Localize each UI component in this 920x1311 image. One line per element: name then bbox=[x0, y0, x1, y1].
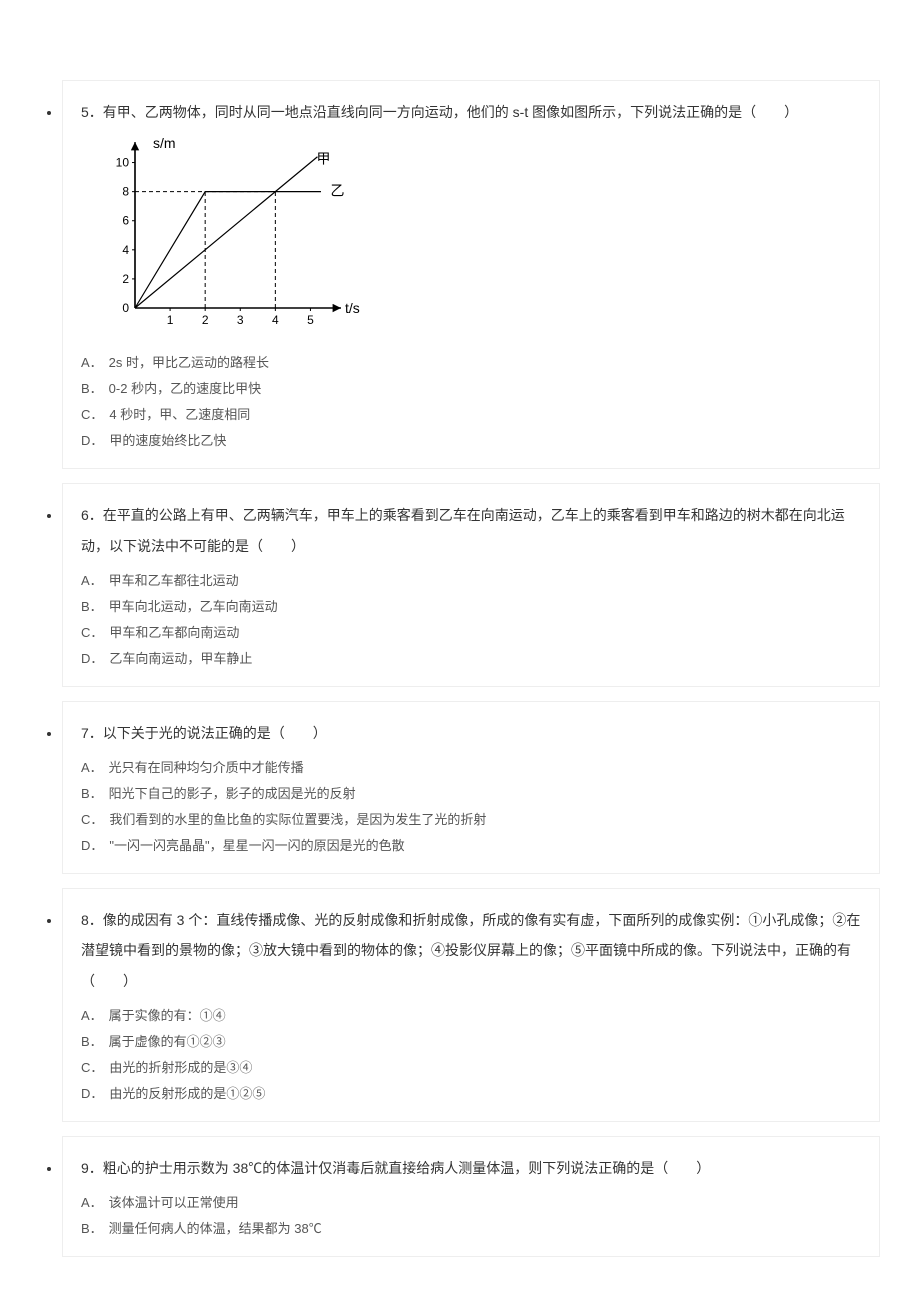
svg-text:t/s: t/s bbox=[345, 300, 360, 316]
option-text: 甲车向北运动，乙车向南运动 bbox=[109, 599, 278, 614]
question-item: 6．在平直的公路上有甲、乙两辆汽车，甲车上的乘客看到乙车在向南运动，乙车上的乘客… bbox=[62, 483, 880, 687]
option-text: 测量任何病人的体温，结果都为 38℃ bbox=[109, 1221, 322, 1236]
option-row: C． 我们看到的水里的鱼比鱼的实际位置要浅，是因为发生了光的折射 bbox=[81, 807, 861, 833]
option-text: 光只有在同种均匀介质中才能传播 bbox=[109, 760, 304, 775]
option-row: C． 4 秒时，甲、乙速度相同 bbox=[81, 402, 861, 428]
option-label: C． bbox=[81, 625, 103, 640]
svg-text:5: 5 bbox=[307, 313, 314, 327]
option-text: "一闪一闪亮晶晶"，星星一闪一闪的原因是光的色散 bbox=[109, 838, 404, 853]
question-stem: 7．以下关于光的说法正确的是（ ） bbox=[81, 718, 861, 749]
question-number: 6 bbox=[81, 507, 89, 523]
options-block: A． 光只有在同种均匀介质中才能传播 B． 阳光下自己的影子，影子的成因是光的反射 C．… bbox=[81, 755, 861, 859]
option-label: B． bbox=[81, 786, 103, 801]
option-label: B． bbox=[81, 381, 103, 396]
option-label: D． bbox=[81, 838, 103, 853]
option-row: C． 甲车和乙车都向南运动 bbox=[81, 620, 861, 646]
option-label: C． bbox=[81, 812, 103, 827]
options-block: A． 该体温计可以正常使用 B． 测量任何病人的体温，结果都为 38℃ bbox=[81, 1190, 861, 1242]
option-row: A． 属于实像的有：①④ bbox=[81, 1003, 861, 1029]
svg-text:乙: 乙 bbox=[330, 182, 344, 198]
question-number: 8 bbox=[81, 912, 89, 928]
option-text: 该体温计可以正常使用 bbox=[109, 1195, 239, 1210]
option-text: 我们看到的水里的鱼比鱼的实际位置要浅，是因为发生了光的折射 bbox=[109, 812, 486, 827]
question-stem: 8．像的成因有 3 个：直线传播成像、光的反射成像和折射成像，所成的像有实有虚，… bbox=[81, 905, 861, 997]
question-number: 7 bbox=[81, 725, 89, 741]
option-text: 0-2 秒内，乙的速度比甲快 bbox=[109, 381, 261, 396]
option-label: C． bbox=[81, 1060, 103, 1075]
question-number: 9 bbox=[81, 1160, 89, 1176]
question-item: 5．有甲、乙两物体，同时从同一地点沿直线向同一方向运动，他们的 s-t 图像如图… bbox=[62, 80, 880, 469]
option-label: A． bbox=[81, 1008, 103, 1023]
svg-text:甲: 甲 bbox=[316, 150, 330, 166]
question-stem: 6．在平直的公路上有甲、乙两辆汽车，甲车上的乘客看到乙车在向南运动，乙车上的乘客… bbox=[81, 500, 861, 562]
question-item: 8．像的成因有 3 个：直线传播成像、光的反射成像和折射成像，所成的像有实有虚，… bbox=[62, 888, 880, 1122]
svg-text:6: 6 bbox=[122, 214, 129, 228]
svg-text:3: 3 bbox=[237, 313, 244, 327]
option-text: 甲车和乙车都向南运动 bbox=[109, 625, 239, 640]
option-row: B． 0-2 秒内，乙的速度比甲快 bbox=[81, 376, 861, 402]
option-row: B． 阳光下自己的影子，影子的成因是光的反射 bbox=[81, 781, 861, 807]
option-row: D． "一闪一闪亮晶晶"，星星一闪一闪的原因是光的色散 bbox=[81, 833, 861, 859]
option-row: C． 由光的折射形成的是③④ bbox=[81, 1055, 861, 1081]
option-row: D． 甲的速度始终比乙快 bbox=[81, 428, 861, 454]
question-stem-text: ．有甲、乙两物体，同时从同一地点沿直线向同一方向运动，他们的 s-t 图像如图所… bbox=[89, 104, 798, 120]
question-list: 5．有甲、乙两物体，同时从同一地点沿直线向同一方向运动，他们的 s-t 图像如图… bbox=[40, 80, 880, 1257]
svg-text:s/m: s/m bbox=[153, 135, 176, 151]
st-chart: 024681012345s/mt/s甲乙 bbox=[95, 134, 375, 334]
option-label: A． bbox=[81, 355, 103, 370]
question-stem: 5．有甲、乙两物体，同时从同一地点沿直线向同一方向运动，他们的 s-t 图像如图… bbox=[81, 97, 861, 128]
option-row: D． 乙车向南运动，甲车静止 bbox=[81, 646, 861, 672]
option-row: A． 甲车和乙车都往北运动 bbox=[81, 568, 861, 594]
option-text: 甲的速度始终比乙快 bbox=[109, 433, 226, 448]
question-stem-text: ．像的成因有 3 个：直线传播成像、光的反射成像和折射成像，所成的像有实有虚，下… bbox=[81, 912, 860, 990]
option-label: D． bbox=[81, 651, 103, 666]
option-label: D． bbox=[81, 433, 103, 448]
option-label: D． bbox=[81, 1086, 103, 1101]
option-label: A． bbox=[81, 760, 103, 775]
option-row: B． 甲车向北运动，乙车向南运动 bbox=[81, 594, 861, 620]
svg-text:4: 4 bbox=[272, 313, 279, 327]
svg-text:8: 8 bbox=[122, 184, 129, 198]
option-row: A． 光只有在同种均匀介质中才能传播 bbox=[81, 755, 861, 781]
question-number: 5 bbox=[81, 104, 89, 120]
question-stem-text: ．以下关于光的说法正确的是（ ） bbox=[89, 725, 327, 741]
option-row: B． 属于虚像的有①②③ bbox=[81, 1029, 861, 1055]
option-text: 4 秒时，甲、乙速度相同 bbox=[109, 407, 250, 422]
question-stem-text: ．粗心的护士用示数为 38℃的体温计仅消毒后就直接给病人测量体温，则下列说法正确… bbox=[89, 1160, 710, 1176]
option-label: B． bbox=[81, 599, 103, 614]
question-stem-text: ．在平直的公路上有甲、乙两辆汽车，甲车上的乘客看到乙车在向南运动，乙车上的乘客看… bbox=[81, 507, 845, 554]
option-text: 由光的反射形成的是①②⑤ bbox=[109, 1086, 265, 1101]
question-item: 9．粗心的护士用示数为 38℃的体温计仅消毒后就直接给病人测量体温，则下列说法正… bbox=[62, 1136, 880, 1257]
option-text: 甲车和乙车都往北运动 bbox=[109, 573, 239, 588]
svg-text:2: 2 bbox=[202, 313, 209, 327]
chart-container: 024681012345s/mt/s甲乙 bbox=[95, 134, 861, 340]
option-label: A． bbox=[81, 573, 103, 588]
option-label: B． bbox=[81, 1034, 103, 1049]
svg-text:10: 10 bbox=[116, 155, 130, 169]
option-text: 阳光下自己的影子，影子的成因是光的反射 bbox=[109, 786, 356, 801]
option-text: 属于虚像的有①②③ bbox=[109, 1034, 226, 1049]
option-label: A． bbox=[81, 1195, 103, 1210]
option-text: 属于实像的有：①④ bbox=[109, 1008, 226, 1023]
svg-text:2: 2 bbox=[122, 272, 129, 286]
svg-text:4: 4 bbox=[122, 243, 129, 257]
svg-text:1: 1 bbox=[167, 313, 174, 327]
question-item: 7．以下关于光的说法正确的是（ ） A． 光只有在同种均匀介质中才能传播 B． 阳光下自… bbox=[62, 701, 880, 874]
option-row: D． 由光的反射形成的是①②⑤ bbox=[81, 1081, 861, 1107]
question-stem: 9．粗心的护士用示数为 38℃的体温计仅消毒后就直接给病人测量体温，则下列说法正… bbox=[81, 1153, 861, 1184]
option-row: A． 该体温计可以正常使用 bbox=[81, 1190, 861, 1216]
option-row: A． 2s 时，甲比乙运动的路程长 bbox=[81, 350, 861, 376]
option-text: 由光的折射形成的是③④ bbox=[109, 1060, 252, 1075]
option-label: C． bbox=[81, 407, 103, 422]
option-text: 2s 时，甲比乙运动的路程长 bbox=[109, 355, 269, 370]
options-block: A． 2s 时，甲比乙运动的路程长 B． 0-2 秒内，乙的速度比甲快 C． 4 秒时，甲… bbox=[81, 350, 861, 454]
option-text: 乙车向南运动，甲车静止 bbox=[109, 651, 252, 666]
options-block: A． 甲车和乙车都往北运动 B． 甲车向北运动，乙车向南运动 C． 甲车和乙车都向南运动 D… bbox=[81, 568, 861, 672]
option-label: B． bbox=[81, 1221, 103, 1236]
option-row: B． 测量任何病人的体温，结果都为 38℃ bbox=[81, 1216, 861, 1242]
svg-text:0: 0 bbox=[122, 301, 129, 315]
options-block: A． 属于实像的有：①④ B． 属于虚像的有①②③ C． 由光的折射形成的是③④ D． 由光的… bbox=[81, 1003, 861, 1107]
